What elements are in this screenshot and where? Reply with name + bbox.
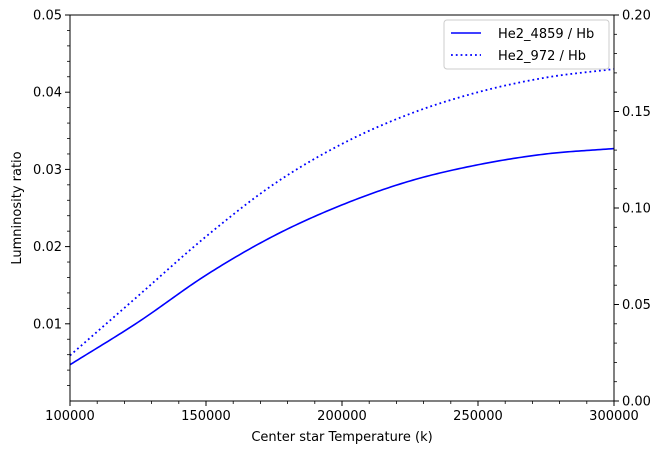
legend-label-series-2: He2_972 / Hb: [498, 49, 586, 64]
series-lines: [69, 68, 615, 366]
y-right-tick-label: 0.10: [622, 202, 651, 217]
x-tick-label: 200000: [317, 409, 367, 424]
y-left-tick-label: 0.04: [33, 86, 62, 101]
series-line-1: [69, 147, 615, 366]
x-axis-ticks: 100000 150000 200000 250000 300000: [45, 401, 639, 424]
y-left-tick-label: 0.05: [33, 9, 62, 24]
y-left-tick-label: 0.03: [33, 163, 62, 178]
x-tick-label: 150000: [181, 409, 231, 424]
y-left-axis-ticks: 0.01 0.02 0.03 0.04 0.05: [33, 9, 70, 386]
x-tick-label: 300000: [589, 409, 639, 424]
y-right-axis-ticks: 0.00 0.05 0.10 0.15 0.20: [614, 9, 651, 410]
y-right-tick-label: 0.00: [622, 395, 651, 410]
x-tick-label: 100000: [45, 409, 95, 424]
legend: He2_4859 / Hb He2_972 / Hb: [443, 19, 610, 70]
legend-label-series-1: He2_4859 / Hb: [498, 27, 594, 42]
y-right-tick-label: 0.15: [622, 105, 651, 120]
y-axis-label: Lumninosity ratio: [10, 151, 25, 264]
y-right-tick-label: 0.05: [622, 298, 651, 313]
x-tick-label: 250000: [453, 409, 503, 424]
y-right-tick-label: 0.20: [622, 9, 651, 24]
series-line-2: [69, 68, 615, 357]
plot-area: [70, 15, 614, 401]
y-left-tick-label: 0.02: [33, 240, 62, 255]
x-axis-label: Center star Temperature (k): [251, 430, 432, 445]
legend-box: [443, 19, 610, 70]
y-left-tick-label: 0.01: [33, 317, 62, 332]
